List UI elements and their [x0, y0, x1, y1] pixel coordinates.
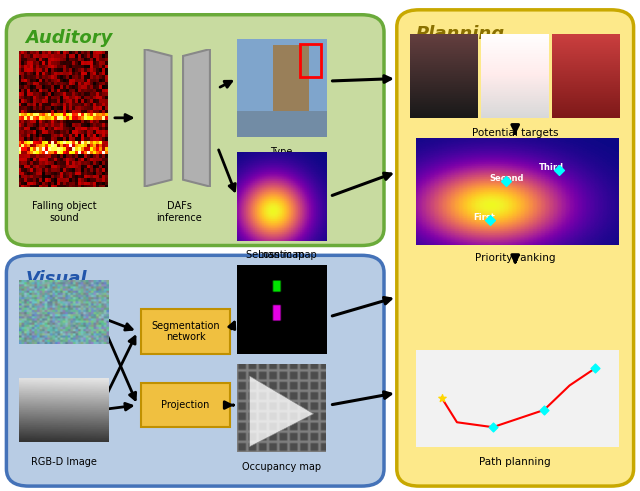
FancyBboxPatch shape [6, 15, 384, 245]
Text: Potential targets: Potential targets [472, 128, 559, 137]
Text: Segmentation
network: Segmentation network [151, 321, 220, 342]
Text: Visual: Visual [26, 270, 87, 288]
Text: Path planning: Path planning [479, 457, 551, 466]
Text: Occupancy map: Occupancy map [242, 462, 321, 471]
Text: Semantic map: Semantic map [246, 250, 317, 260]
Text: Priority ranking: Priority ranking [475, 253, 556, 263]
Text: DAFs
inference: DAFs inference [156, 201, 202, 223]
FancyBboxPatch shape [141, 383, 230, 427]
FancyBboxPatch shape [141, 309, 230, 354]
Text: RGB-D Image: RGB-D Image [31, 457, 97, 466]
Text: Projection: Projection [161, 400, 210, 410]
Text: Planning: Planning [416, 25, 505, 43]
FancyBboxPatch shape [397, 10, 634, 486]
Text: Falling object
sound: Falling object sound [32, 201, 96, 223]
Text: Loss map: Loss map [259, 250, 305, 260]
Text: Type: Type [271, 147, 292, 157]
FancyBboxPatch shape [6, 255, 384, 486]
Text: Auditory: Auditory [26, 29, 113, 48]
